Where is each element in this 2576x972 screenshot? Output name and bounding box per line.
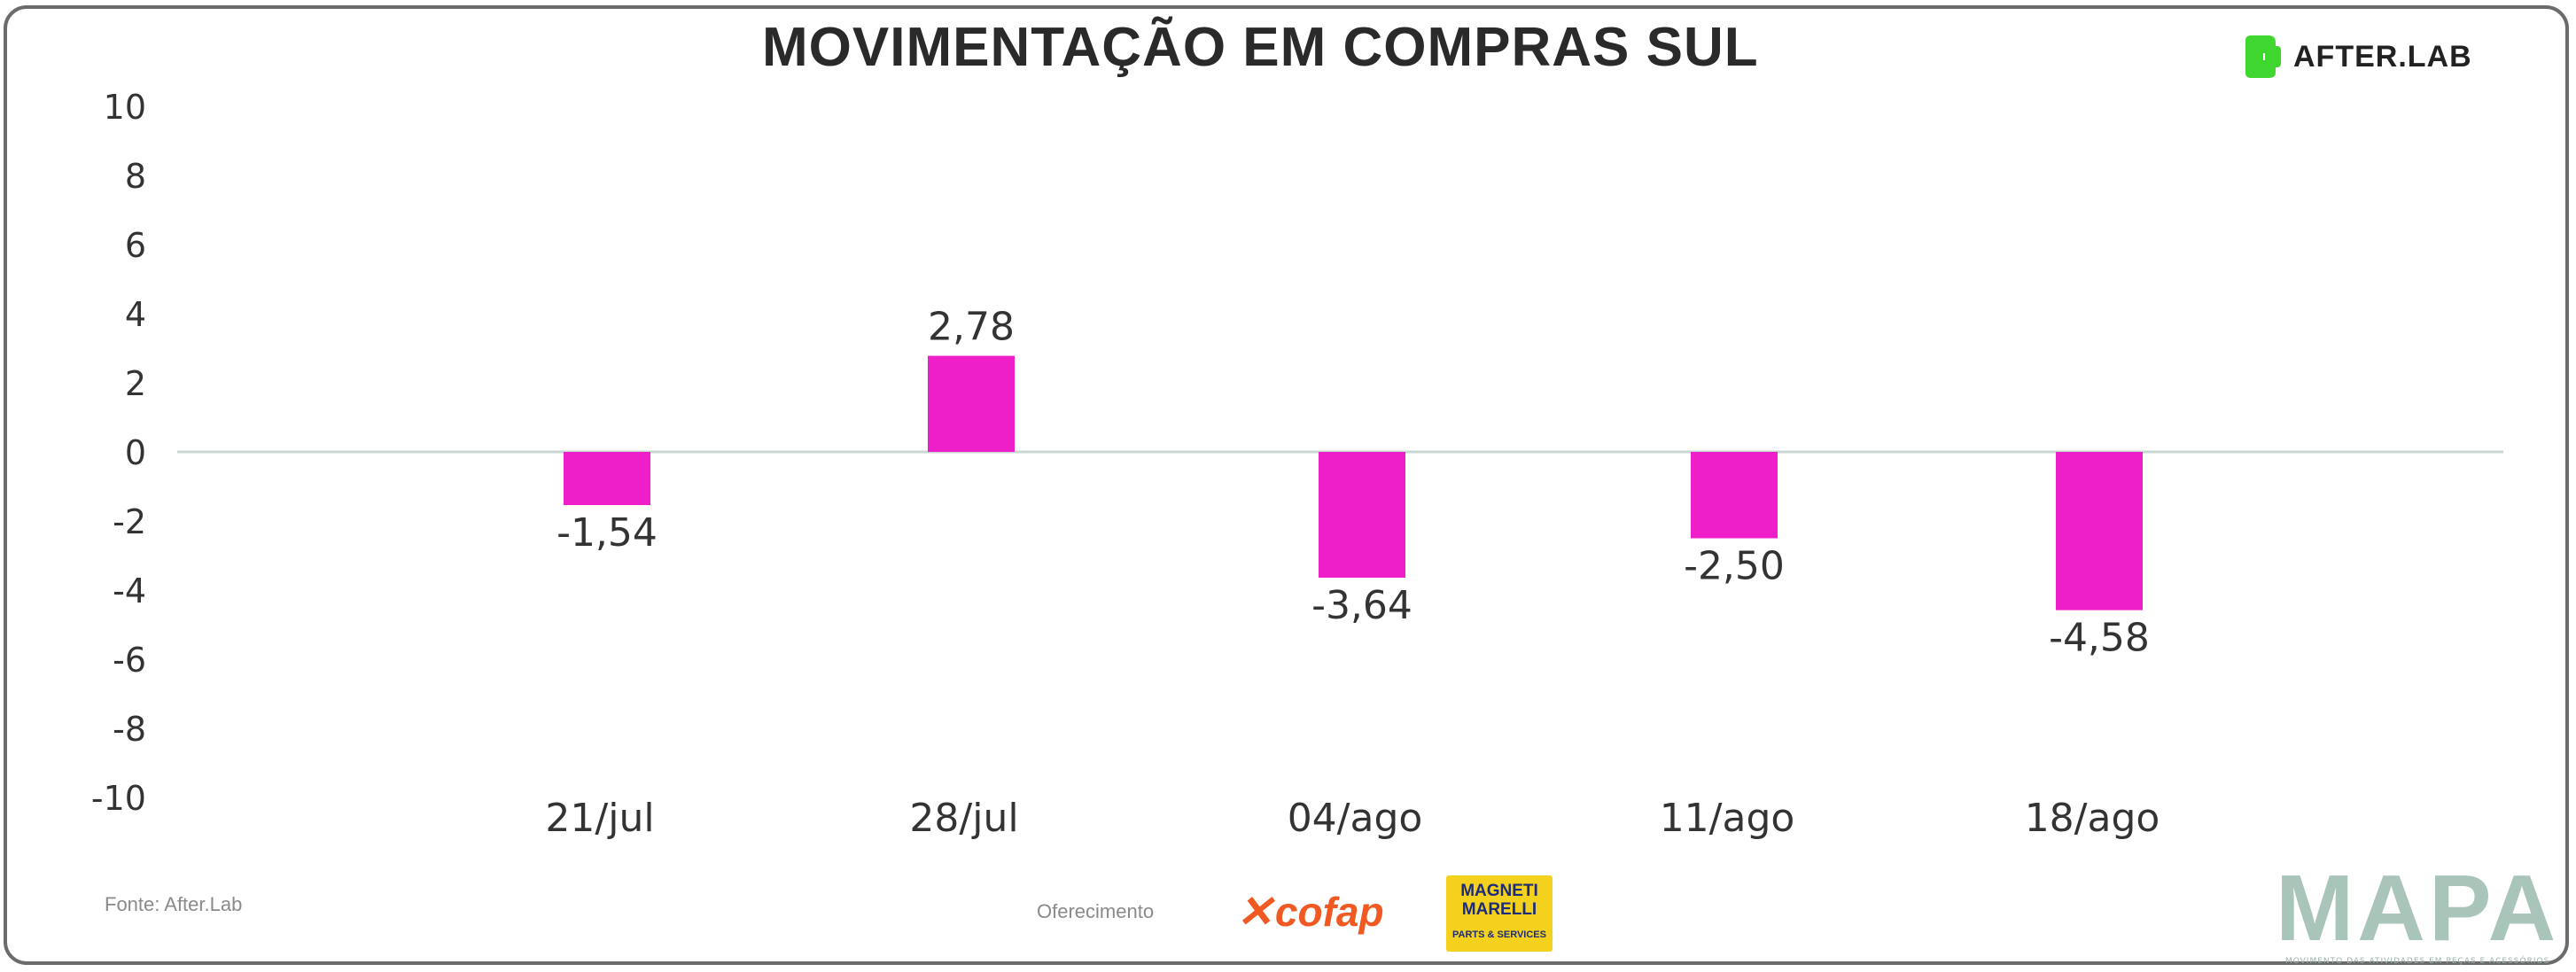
bar (564, 452, 650, 506)
y-tick-label: -10 (91, 779, 146, 818)
cofap-x-icon: ✕ (1236, 887, 1273, 937)
bar (2056, 452, 2143, 610)
sponsor-label: Oferecimento (1037, 900, 1155, 922)
data-label: -4,58 (2049, 616, 2150, 661)
mapa-logo: MAPA MOVIMENTO DAS ATIVIDADES EM PEÇAS E… (2276, 861, 2559, 966)
y-tick-label: -6 (113, 641, 146, 680)
y-tick-label: 4 (125, 295, 146, 334)
bar (1691, 452, 1778, 539)
data-label: -1,54 (556, 510, 658, 556)
afterlab-logo-icon (2245, 35, 2281, 78)
magneti-line2: MARELLI (1461, 900, 1537, 919)
data-label: -2,50 (1684, 544, 1785, 589)
magneti-marelli-logo: MAGNETI MARELLI PARTS & SERVICES (1446, 875, 1553, 952)
mapa-tagline: MOVIMENTO DAS ATIVIDADES EM PEÇAS E ACES… (2284, 957, 2550, 966)
mapa-name: MAPA (2276, 856, 2560, 960)
y-tick-label: -2 (113, 502, 146, 541)
y-tick-label: 6 (125, 226, 146, 265)
bar (928, 355, 1015, 452)
chart-frame (4, 5, 2569, 965)
brand-name: AFTER.LAB (2293, 39, 2472, 74)
y-tick-label: 8 (125, 157, 146, 196)
x-tick-label: 21/jul (545, 796, 654, 841)
magneti-line1: MAGNETI (1460, 882, 1538, 900)
page-title: MOVIMENTAÇÃO EM COMPRAS SUL (762, 17, 1759, 78)
y-tick-label: -8 (113, 710, 146, 749)
x-tick-label: 18/ago (2025, 796, 2160, 841)
y-tick-label: -4 (113, 572, 146, 610)
magneti-line3: PARTS & SERVICES (1452, 929, 1546, 940)
source-note: Fonte: After.Lab (105, 893, 243, 915)
x-tick-label: 28/jul (909, 796, 1018, 841)
cofap-name: cofap (1274, 889, 1384, 935)
x-tick-label: 04/ago (1288, 796, 1423, 841)
y-tick-label: 2 (125, 364, 146, 403)
y-tick-label: 0 (125, 433, 146, 472)
bar (1319, 452, 1405, 578)
data-label: 2,78 (928, 305, 1015, 350)
x-tick-label: 11/ago (1660, 796, 1795, 841)
afterlab-logo: AFTER.LAB (2242, 34, 2472, 80)
y-tick-label: 10 (104, 88, 146, 127)
data-label: -3,64 (1311, 583, 1413, 628)
cofap-logo: ✕ cofap (1236, 886, 1384, 937)
